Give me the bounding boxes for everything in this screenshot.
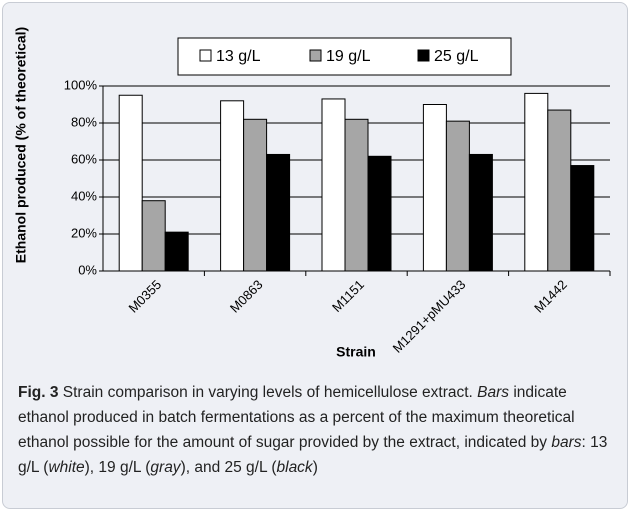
- x-tick-label: M1442: [531, 277, 570, 316]
- legend-label: 19 g/L: [326, 48, 371, 65]
- x-tick-label: M0863: [227, 277, 266, 316]
- legend-label: 13 g/L: [216, 48, 261, 65]
- bar: [243, 118, 268, 272]
- legend-swatch: [309, 49, 322, 62]
- y-tick-label: 60%: [71, 151, 97, 166]
- caption-label: Fig. 3: [18, 384, 59, 401]
- caption-text: white: [48, 459, 85, 476]
- caption: Fig. 3 Strain comparison in varying leve…: [18, 380, 616, 480]
- caption-text: indicate ethanol produced in batch ferme…: [18, 384, 575, 451]
- caption-text: ), and 25 g/L (: [180, 459, 277, 476]
- bar: [367, 155, 392, 272]
- caption-text: bars: [551, 434, 582, 451]
- caption-text: ), 19 g/L (: [84, 459, 151, 476]
- bar: [570, 165, 595, 272]
- caption-text: Bars: [477, 384, 510, 401]
- y-axis-title: Ethanol produced (% of theoretical): [13, 27, 29, 263]
- bar: [220, 100, 245, 272]
- y-tick-label: 80%: [71, 114, 97, 129]
- caption-text: Strain comparison in varying levels of h…: [58, 384, 478, 401]
- y-tick-label: 40%: [71, 188, 97, 203]
- bar: [141, 200, 166, 272]
- legend-label: 25 g/L: [434, 48, 479, 65]
- bar: [422, 104, 447, 272]
- caption-text: gray: [150, 459, 181, 476]
- y-tick-label: 20%: [71, 225, 97, 240]
- legend-swatch: [199, 49, 212, 62]
- x-tick-label: M0355: [126, 277, 165, 316]
- bar: [468, 153, 493, 272]
- legend-box: [177, 37, 512, 76]
- chart: Ethanol produced (% of theoretical) Stra…: [13, 27, 611, 360]
- bar: [547, 109, 572, 272]
- bar: [266, 153, 291, 272]
- bar: [524, 92, 549, 272]
- bar: [445, 120, 470, 272]
- bar: [164, 231, 189, 272]
- bar: [321, 98, 346, 272]
- x-tick-label: M1151: [329, 277, 367, 315]
- y-tick-label: 100%: [64, 77, 98, 92]
- y-tick-label: 0%: [78, 262, 97, 277]
- x-tick-label: M1291+pMU433: [390, 277, 469, 356]
- caption-text: : 13 g/L (: [18, 434, 608, 476]
- caption-text: black: [276, 459, 313, 476]
- legend-swatch: [417, 49, 430, 62]
- x-axis-title: Strain: [336, 344, 376, 360]
- bar: [344, 118, 369, 272]
- bar: [118, 94, 143, 272]
- caption-text: ): [312, 459, 318, 476]
